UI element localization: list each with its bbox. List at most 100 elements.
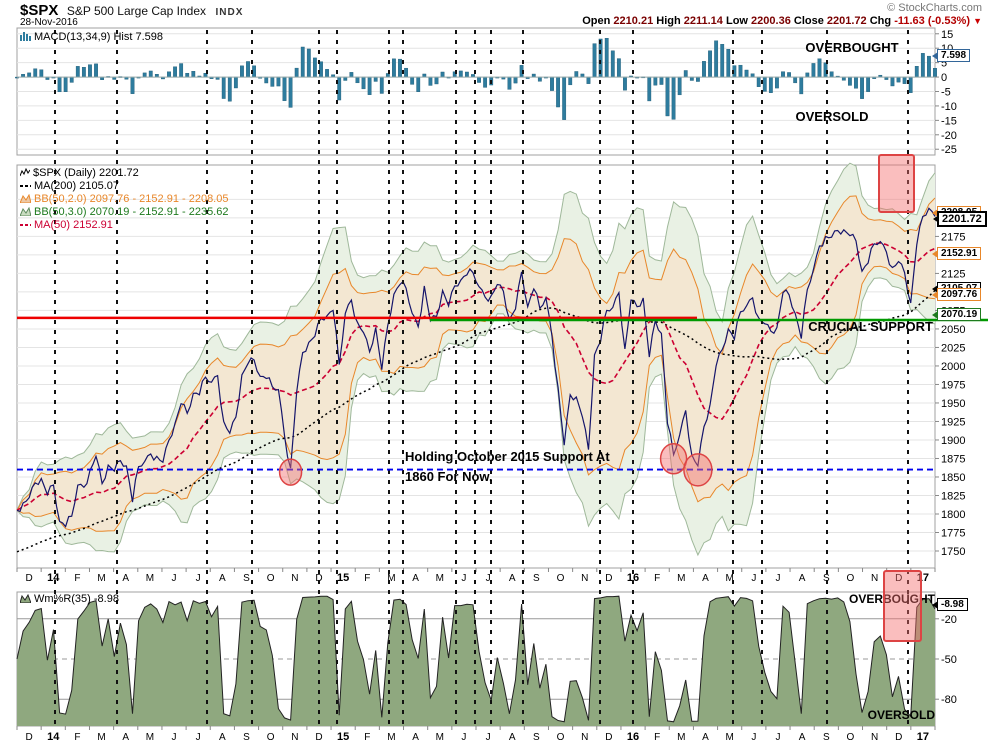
svg-text:1800: 1800 [941,509,965,521]
october-support-label-line2: 1860 For Now. [405,469,493,484]
svg-text:1900: 1900 [941,435,965,447]
svg-text:2000: 2000 [941,361,965,373]
price-flag-2201.72: 2201.72 [933,210,987,227]
svg-text:S: S [243,573,250,584]
svg-text:F: F [74,732,80,743]
svg-text:F: F [654,573,660,584]
svg-text:D: D [895,732,902,743]
svg-text:-50: -50 [941,654,957,666]
macd-legend: MACD(13,34,9) Hist 7.598 [20,31,163,45]
svg-text:O: O [557,732,565,743]
svg-text:1925: 1925 [941,416,965,428]
svg-text:M: M [725,732,733,743]
high-value: 2211.14 [683,15,723,27]
chart-date: 28-Nov-2016 [20,17,78,28]
price-legend: $SPX (Daily) 2201.72 MA(200) 2105.07 BB(… [19,167,229,233]
svg-text:D: D [315,573,322,584]
crucial-support-label: CRUCIAL SUPPORT [808,319,933,334]
svg-text:J: J [461,573,466,584]
macd-value-flag: 7.598 [931,49,971,63]
svg-text:S: S [823,732,830,743]
svg-text:-20: -20 [941,130,957,142]
svg-text:M: M [677,732,685,743]
svg-text:-20: -20 [941,614,957,626]
macd-oversold-label: OVERSOLD [796,109,869,124]
svg-text:J: J [751,732,756,743]
svg-text:1875: 1875 [941,453,965,465]
wmr-legend-text: Wm%R(35) -8.98 [34,593,119,605]
price-flag-2070.19: 2070.19 [931,307,982,321]
ma50-dash-icon [20,220,31,233]
svg-text:16: 16 [627,572,639,584]
svg-text:2125: 2125 [941,268,965,280]
copyright: © StockCharts.com [887,2,982,14]
svg-text:0: 0 [941,72,947,84]
svg-text:14: 14 [47,731,60,743]
high-label: High [656,15,681,27]
symbol-ticker: $SPX [20,2,59,19]
svg-text:1825: 1825 [941,490,965,502]
svg-text:J: J [172,732,177,743]
svg-text:2025: 2025 [941,342,965,354]
svg-text:O: O [847,732,855,743]
svg-text:S: S [243,732,250,743]
macd-overbought-label: OVERBOUGHT [805,40,898,55]
svg-text:16: 16 [627,731,639,743]
svg-text:1975: 1975 [941,379,965,391]
svg-text:M: M [146,732,154,743]
svg-text:J: J [196,573,201,584]
macd-histogram-icon [20,31,31,45]
svg-text:S: S [823,573,830,584]
chg-value: -11.63 (-0.53%) [894,15,971,27]
wmr-overbought-label: OVERBOUGHT [849,592,936,606]
svg-text:A: A [412,573,419,584]
svg-text:-25: -25 [941,144,957,156]
svg-text:D: D [895,573,902,584]
svg-text:M: M [97,573,105,584]
svg-text:N: N [291,732,298,743]
svg-text:S: S [533,573,540,584]
symbol-exchange: INDX [215,7,244,18]
svg-text:A: A [702,573,709,584]
svg-text:A: A [219,573,226,584]
svg-text:A: A [509,732,516,743]
price-flag-2097.76: 2097.76 [931,287,982,301]
svg-text:J: J [775,573,780,584]
price-legend-bb3: BB(50,3.0) 2070.19 - 2152.91 - 2235.62 [34,206,229,218]
wmr-value-flag: -8.98 [932,598,968,612]
price-flag-2152.91: 2152.91 [931,246,982,260]
svg-text:14: 14 [47,572,60,584]
svg-text:5: 5 [941,58,947,70]
bollinger-band-3-icon [19,206,32,220]
svg-text:A: A [509,573,516,584]
svg-text:2175: 2175 [941,231,965,243]
low-value: 2200.36 [751,15,791,27]
svg-text:J: J [751,573,756,584]
wmr-oversold-label: OVERSOLD [868,708,936,722]
svg-text:S: S [533,732,540,743]
svg-text:A: A [799,573,806,584]
svg-text:M: M [97,732,105,743]
low-label: Low [725,15,748,27]
svg-text:-15: -15 [941,115,957,127]
svg-text:M: M [387,732,395,743]
svg-text:15: 15 [941,29,953,41]
svg-text:1850: 1850 [941,472,965,484]
svg-text:A: A [799,732,806,743]
svg-text:M: M [436,573,444,584]
svg-text:J: J [172,573,177,584]
svg-text:A: A [702,732,709,743]
down-triangle-icon: ▼ [973,16,982,26]
open-value: 2210.21 [613,15,654,27]
svg-text:1950: 1950 [941,398,965,410]
svg-text:-80: -80 [941,694,957,706]
svg-text:M: M [677,573,685,584]
svg-text:-10: -10 [941,101,957,113]
svg-text:D: D [25,732,32,743]
svg-text:17: 17 [917,731,929,743]
october-support-label-line1: Holding October 2015 Support At [405,449,610,464]
svg-text:O: O [557,573,565,584]
svg-text:J: J [775,732,780,743]
svg-text:15: 15 [337,572,349,584]
